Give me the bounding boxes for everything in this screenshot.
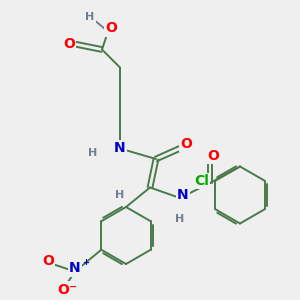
Text: −: − <box>69 281 78 292</box>
Text: O: O <box>42 254 54 268</box>
Text: O: O <box>207 149 219 163</box>
Text: N: N <box>69 262 81 275</box>
Text: H: H <box>88 148 98 158</box>
Text: H: H <box>116 190 124 200</box>
Text: N: N <box>177 188 189 202</box>
Text: +: + <box>82 258 89 267</box>
Text: O: O <box>105 22 117 35</box>
Text: O: O <box>57 283 69 296</box>
Text: H: H <box>85 11 94 22</box>
Text: O: O <box>63 37 75 50</box>
Text: N: N <box>114 142 126 155</box>
Text: Cl: Cl <box>194 174 209 188</box>
Text: O: O <box>180 137 192 151</box>
Text: H: H <box>176 214 184 224</box>
